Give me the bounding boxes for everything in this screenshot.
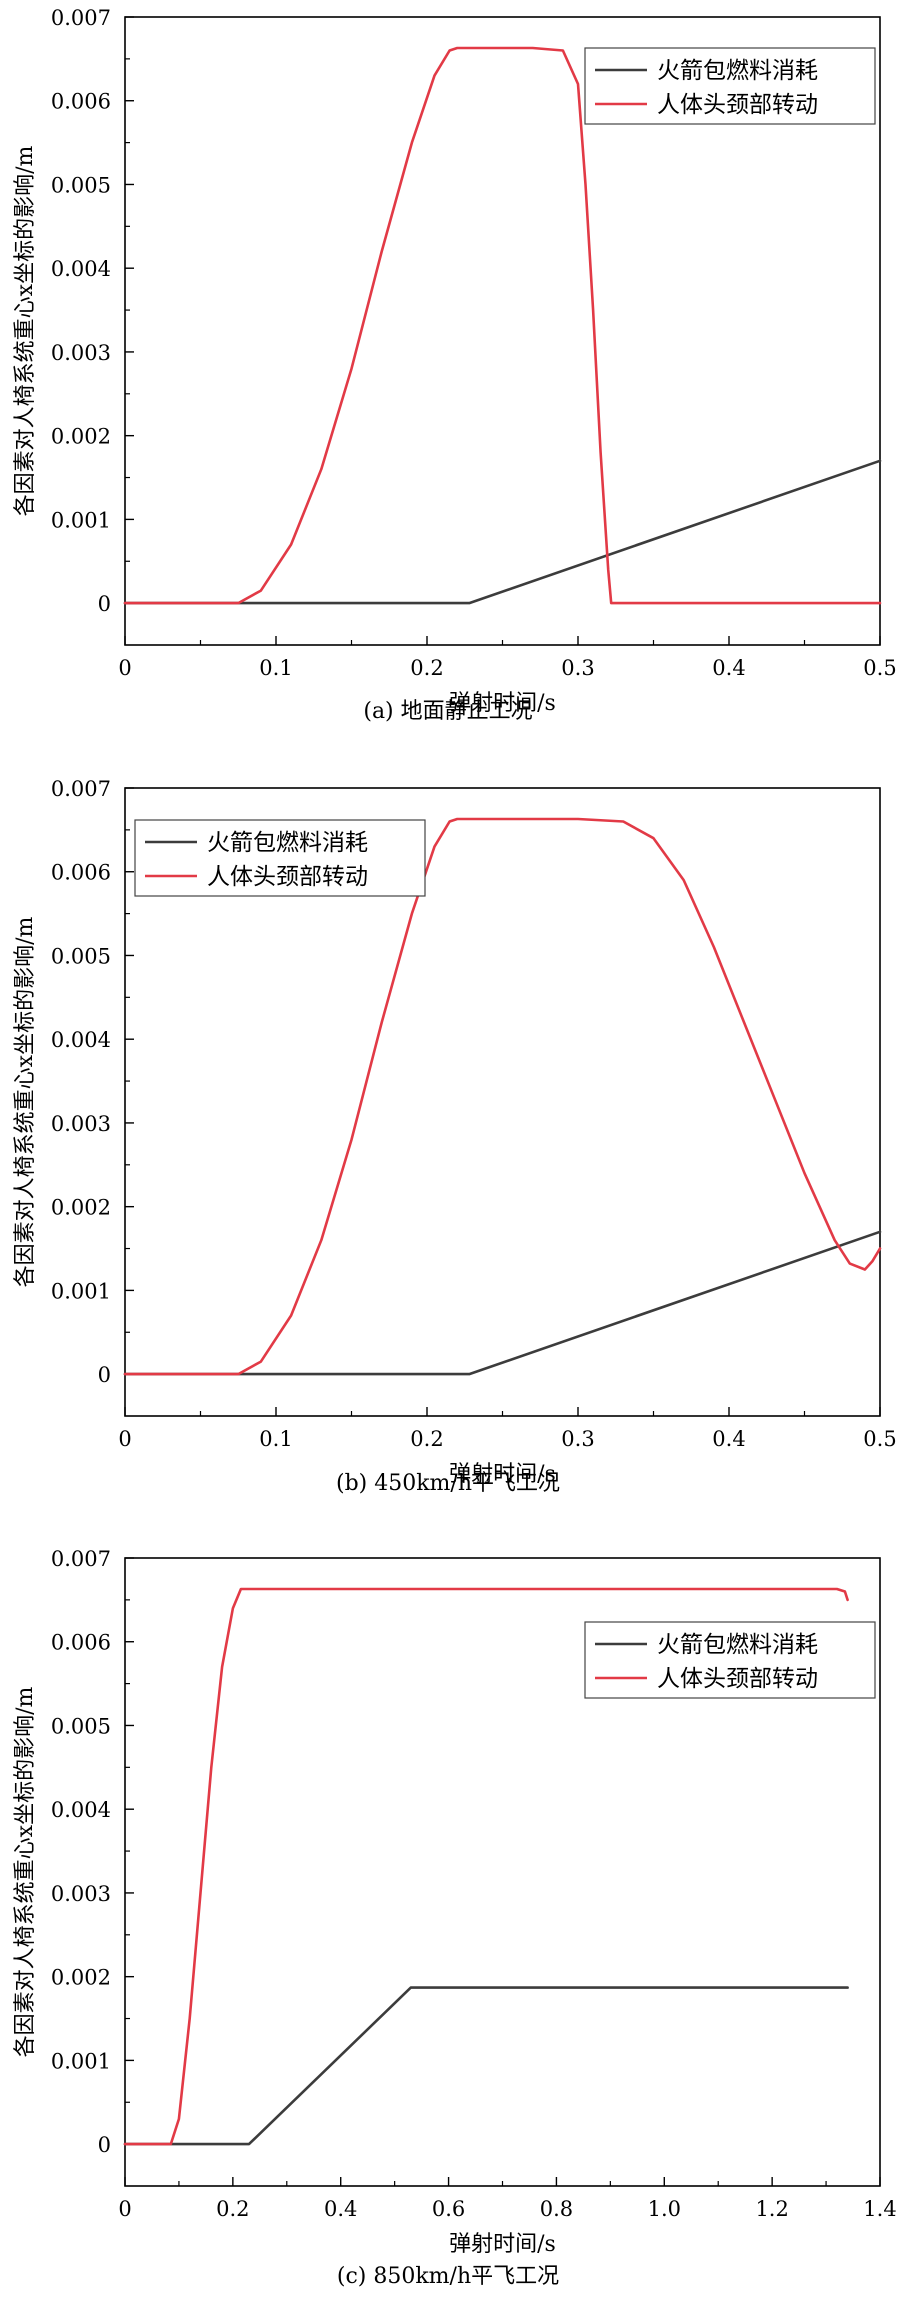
y-tick-label: 0.005	[51, 173, 111, 197]
y-tick-label: 0.005	[51, 944, 111, 968]
y-tick-label: 0.002	[51, 1196, 111, 1220]
y-tick-label: 0	[98, 1363, 111, 1387]
legend-box	[134, 819, 426, 897]
y-tick-label: 0.006	[51, 1631, 111, 1655]
x-tick-label: 0.1	[259, 1427, 292, 1451]
x-tick-label: 0	[118, 1427, 131, 1451]
y-tick-label: 0.007	[51, 777, 111, 801]
y-tick-label: 0	[98, 592, 111, 616]
series-line-1	[123, 459, 882, 605]
legend-box	[584, 1621, 876, 1699]
legend-entry: 火箭包燃料消耗	[657, 58, 818, 84]
series-line-2	[123, 1587, 849, 2146]
x-tick-label: 0.4	[712, 1427, 745, 1451]
y-tick-label: 0.004	[51, 1028, 111, 1052]
y-tick-label: 0.003	[51, 341, 111, 365]
y-tick-label: 0.001	[51, 1279, 111, 1303]
x-axis-label: 弹射时间/s	[449, 2232, 556, 2257]
y-tick-label: 0.003	[51, 1882, 111, 1906]
x-tick-label: 1.2	[755, 2197, 788, 2221]
chart-panel-3: 0 0.2 0.4 0.6 0.8 1.0 1.2 1.4 0 0.001 0.002 0.003 0.…	[13, 1547, 897, 2289]
x-tick-label: 1.4	[863, 2197, 896, 2221]
x-tick-label: 0.4	[712, 656, 745, 680]
x-tick-label: 1.0	[648, 2197, 681, 2221]
y-tick-label: 0.006	[51, 861, 111, 885]
y-tick-label: 0.005	[51, 1714, 111, 1738]
x-tick-label: 0.8	[540, 2197, 573, 2221]
x-tick-label: 0.1	[259, 656, 292, 680]
legend-entry: 人体头颈部转动	[657, 1666, 818, 1692]
x-tick-label: 0.3	[561, 1427, 594, 1451]
series-line-2	[123, 46, 882, 605]
y-tick-label: 0.006	[51, 90, 111, 114]
x-tick-label: 0.3	[561, 656, 594, 680]
series-line-1	[123, 1230, 882, 1376]
legend-entry: 火箭包燃料消耗	[657, 1632, 818, 1658]
x-tick-label: 0.2	[410, 656, 443, 680]
x-tick-label: 0.5	[863, 1427, 896, 1451]
panel-caption: (b) 450km/h平飞工况	[336, 1471, 560, 1496]
y-tick-label: 0.007	[51, 1547, 111, 1571]
legend-entry: 人体头颈部转动	[657, 92, 818, 118]
x-tick-label: 0.4	[324, 2197, 357, 2221]
x-tick-label: 0	[118, 656, 131, 680]
y-tick-label: 0.001	[51, 2049, 111, 2073]
chart-panel-1: 0 0.1 0.2 0.3 0.4 0.5 0 0.001 0.002 0.003 0.004 0.0…	[13, 6, 897, 724]
y-tick-label: 0.007	[51, 6, 111, 30]
x-tick-label: 0.2	[216, 2197, 249, 2221]
y-axis-label: 各因素对人椅系统重心x坐标的影响/m	[13, 146, 38, 517]
legend-box	[584, 47, 876, 125]
chart-panel-2: 0 0.1 0.2 0.3 0.4 0.5 0 0.001 0.002 0.003 0.004 0.0…	[13, 777, 897, 1496]
y-axis-label: 各因素对人椅系统重心x坐标的影响/m	[13, 917, 38, 1288]
series-line-1	[123, 1986, 849, 2146]
x-tick-label: 0.2	[410, 1427, 443, 1451]
panel-caption: (c) 850km/h平飞工况	[337, 2264, 559, 2289]
x-axis-label: 弹射时间/s	[449, 691, 556, 716]
x-tick-label: 0.6	[432, 2197, 465, 2221]
y-tick-label: 0.001	[51, 508, 111, 532]
series-line-2	[123, 817, 882, 1376]
y-axis-label: 各因素对人椅系统重心x坐标的影响/m	[13, 1687, 38, 2058]
y-tick-label: 0.004	[51, 1798, 111, 1822]
y-tick-label: 0.004	[51, 257, 111, 281]
y-tick-label: 0	[98, 2133, 111, 2157]
y-tick-label: 0.003	[51, 1112, 111, 1136]
y-tick-label: 0.002	[51, 425, 111, 449]
x-tick-label: 0	[118, 2197, 131, 2221]
x-tick-label: 0.5	[863, 656, 896, 680]
x-axis-label: 弹射时间/s	[449, 1462, 556, 1487]
panel-caption: (a) 地面静止工况	[363, 699, 532, 724]
y-tick-label: 0.002	[51, 1966, 111, 1990]
legend-entry: 火箭包燃料消耗	[207, 830, 368, 856]
legend-entry: 人体头颈部转动	[207, 864, 368, 890]
